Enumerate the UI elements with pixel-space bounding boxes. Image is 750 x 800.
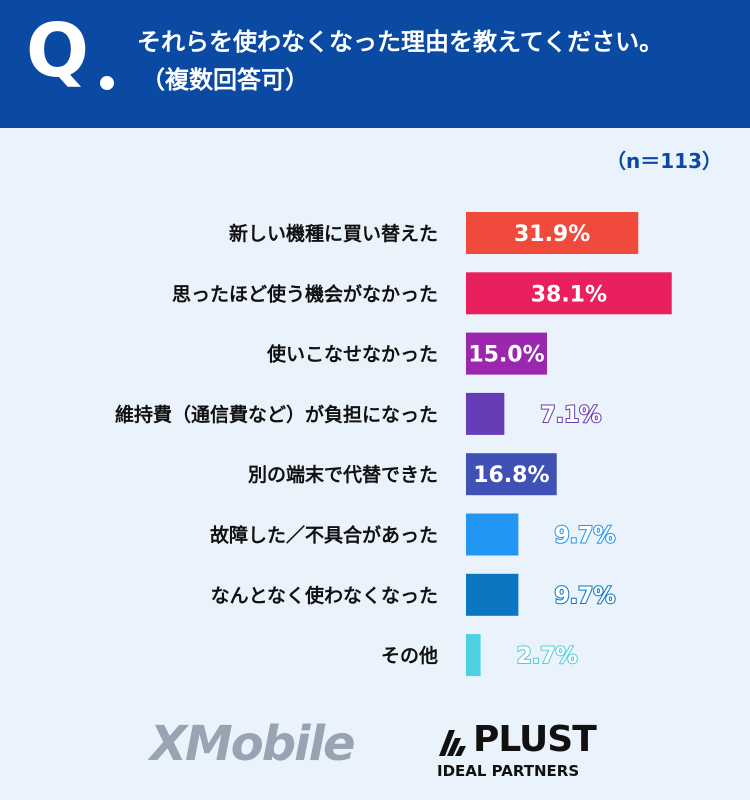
bar (466, 332, 547, 375)
bar (466, 272, 672, 315)
plust-name: PLUST (473, 719, 597, 760)
value-label: 9.7% (554, 584, 615, 609)
category-label: その他 (381, 644, 438, 667)
plust-subtitle: IDEAL PARTNERS (437, 762, 580, 780)
bar (466, 513, 519, 556)
question-header: Q それらを使わなくなった理由を教えてください。 （複数回答可） (0, 0, 750, 128)
value-label: 38.1% (531, 282, 607, 307)
bar (466, 634, 481, 677)
q-mark: Q (26, 8, 89, 94)
category-label: 故障した／不具合があった (210, 524, 438, 547)
value-label: 31.9% (514, 222, 590, 247)
question-note: （複数回答可） (141, 66, 309, 94)
bar (466, 573, 519, 616)
bar (466, 392, 505, 435)
q-dot (100, 76, 114, 90)
question-text: それらを使わなくなった理由を教えてください。 (137, 28, 664, 56)
category-label: 別の端末で代替できた (248, 463, 438, 486)
xmobile-logo: XMobile (150, 716, 356, 772)
category-label: 新しい機種に買い替えた (229, 222, 438, 245)
bar (466, 212, 639, 254)
category-label: なんとなく使わなくなった (211, 585, 438, 607)
plust-icon (439, 730, 466, 756)
sample-size: （n＝113） (606, 149, 722, 173)
value-label: 9.7% (554, 524, 615, 549)
value-label: 7.1% (540, 403, 601, 428)
category-label: 使いこなせなかった (266, 344, 438, 366)
category-label: 維持費（通信費など）が負担になった (115, 403, 438, 426)
value-label: 16.8% (473, 463, 549, 488)
value-label: 15.0% (468, 343, 544, 368)
category-label: 思ったほど使う機会がなかった (172, 282, 438, 305)
value-label: 2.7% (517, 644, 578, 669)
bar (466, 453, 557, 496)
